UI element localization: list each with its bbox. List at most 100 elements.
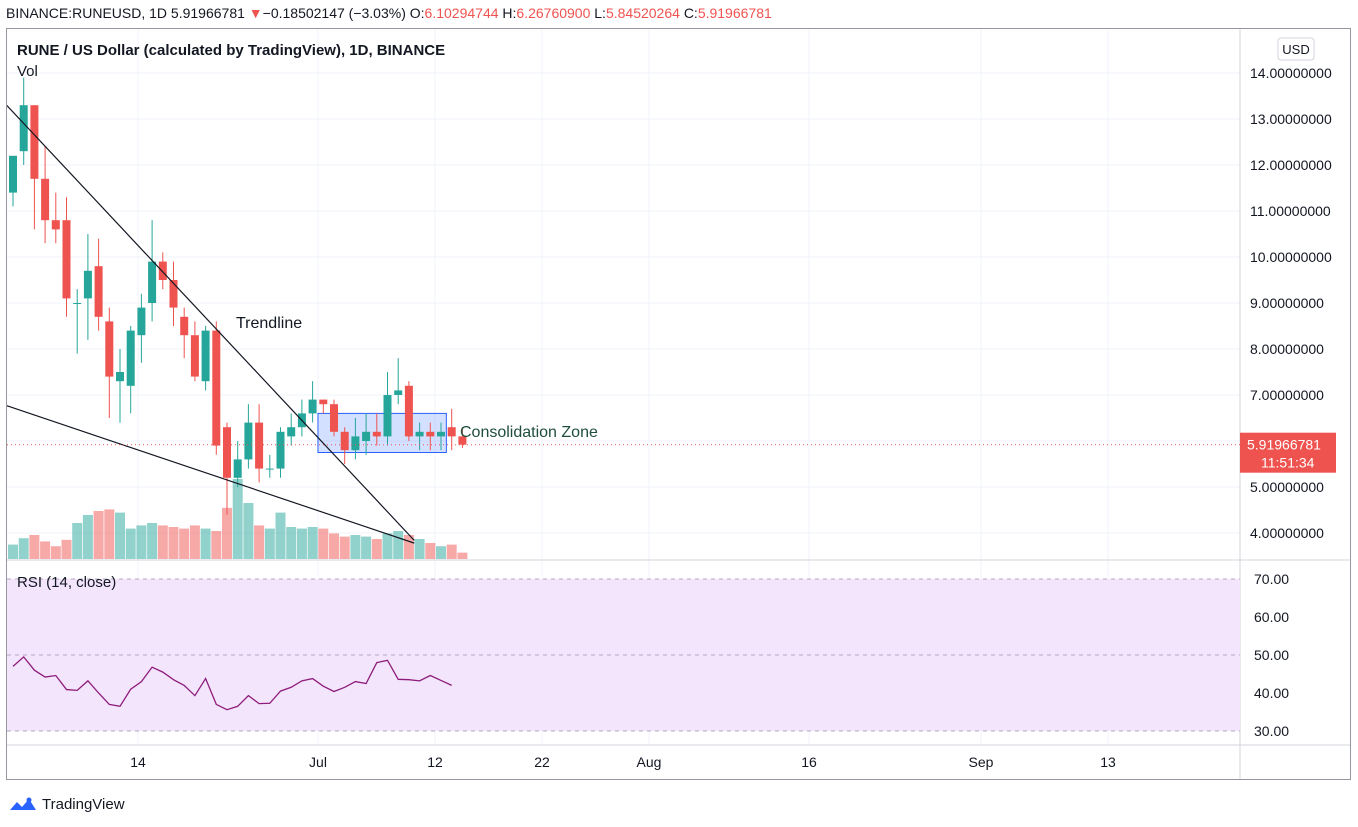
volume-bar [296,528,307,559]
symbol-label: BINANCE:RUNEUSD, 1D [6,5,168,21]
rsi-tick-label: 60.00 [1254,609,1289,625]
volume-bar [286,527,297,559]
candle-body [137,307,146,336]
open-label: O: [409,5,425,21]
volume-bar [189,525,200,559]
volume-bar [168,527,179,559]
rsi-tick-label: 40.00 [1254,685,1289,701]
symbol-header: BINANCE:RUNEUSD, 1D 5.91966781 ▼−0.18502… [6,3,772,23]
chart-frame[interactable]: Trendline Consolidation Zone RUNE / US Dol… [6,28,1351,780]
candle-body [30,105,39,179]
candle-body [426,431,435,437]
candle-body [383,395,392,437]
volume-bar [179,528,190,559]
volume-bar [147,523,158,559]
volume-bar [339,536,350,559]
brand-name: TradingView [42,795,125,813]
volume-bar [318,528,329,559]
down-arrow-icon: ▼ [248,5,263,21]
candle-body [116,372,124,382]
candle-body [255,422,264,469]
candle-body [276,431,285,469]
consolidation-zone-box [317,412,447,453]
chart-title: RUNE / US Dollar (calculated by TradingV… [17,42,445,59]
volume-bar [307,527,318,559]
volume-bar [393,531,404,559]
rsi-tick-label: 50.00 [1254,647,1289,663]
candle-body [180,316,189,336]
tradingview-logo-icon [10,797,36,810]
volume-bar [457,552,468,559]
time-tick-label: 12 [427,754,443,770]
volume-bar [222,507,232,559]
candle-body [351,436,360,451]
time-tick-label: 16 [801,754,817,770]
price-tick-label: 5.00000000 [1250,479,1324,495]
time-tick-label: Jul [309,754,327,770]
candle-body [212,330,221,446]
time-tick-label: 13 [1100,754,1116,770]
currency-button[interactable] [1277,37,1315,61]
last-price-badge-value: 5.91966781 [1247,437,1321,453]
candle-body [287,427,296,437]
candle-body [330,404,338,432]
volume-bar [436,546,446,559]
volume-bar [350,535,361,559]
candle-body [83,270,92,299]
candle-body [51,220,60,230]
time-tick-label: Aug [637,754,662,770]
volume-bar [254,525,265,559]
volume-bar [29,535,40,559]
trendline-annotation: Trendline [236,315,302,332]
candle-body [190,335,199,377]
volume-bar [82,515,93,559]
price-tick-label: 4.00000000 [1250,525,1324,541]
consolidation-zone-annotation: Consolidation Zone [460,424,598,441]
rsi-line [12,655,452,711]
candle-body [223,427,231,478]
price-tick-label: 11.00000000 [1250,203,1331,219]
open-value: 6.10294744 [424,5,499,21]
candle-body [362,431,371,441]
price-tick-label: 14.00000000 [1250,65,1332,81]
volume-bar [425,543,436,559]
candle-body [169,280,178,308]
time-tick-label: 22 [534,754,550,770]
volume-bar [115,512,125,559]
candle-body [73,303,82,304]
last-price: 5.91966781 [170,5,245,21]
volume-bar [232,479,243,559]
volume-bar [275,512,286,559]
candle-body [244,422,253,460]
candle-body [265,468,274,470]
low-label: L: [594,5,606,21]
candle-body [394,390,403,395]
candle-body [126,330,135,386]
price-tick-label: 7.00000000 [1250,387,1324,403]
candle-body [233,459,242,478]
volume-bar [50,546,61,559]
volume-bar [104,509,115,559]
tradingview-logo[interactable]: TradingView [8,793,125,815]
low-value: 5.84520264 [605,5,680,21]
volume-bar [211,531,222,559]
countdown-label: 11:51:34 [1261,455,1315,471]
candle-body [201,330,210,382]
candle-body [447,427,456,437]
candle-body [415,431,424,437]
candle-body [372,431,381,437]
candle-body [158,261,167,280]
volume-bar [72,523,83,559]
price-tick-label: 10.00000000 [1250,249,1332,265]
volume-bar [125,528,136,559]
volume-bar [382,533,393,559]
volume-bar [371,539,382,559]
chart-canvas[interactable]: Trendline Consolidation Zone RUNE / US Dol… [7,29,1350,779]
candle-body [105,321,114,377]
candle-body [148,261,157,303]
price-tick-label: 13.00000000 [1250,111,1332,127]
price-tick-label: 9.00000000 [1250,295,1324,311]
candle-body [9,155,17,193]
volume-bar [61,539,72,559]
time-tick-label: 14 [130,754,146,770]
